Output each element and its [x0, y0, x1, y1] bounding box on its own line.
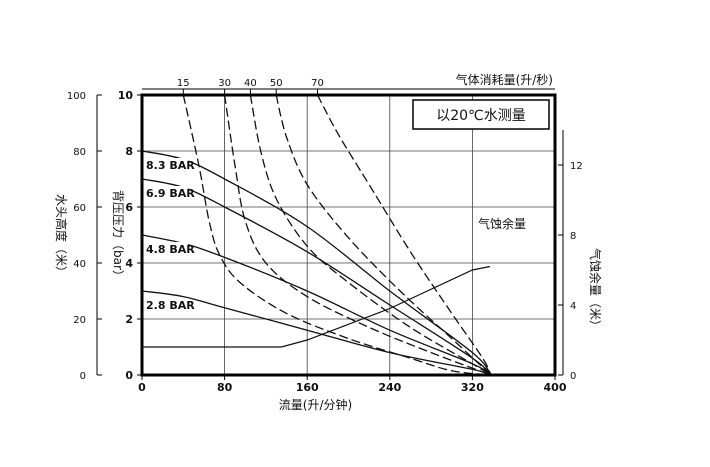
npsh-curve-label: 气蚀余量	[478, 216, 526, 231]
npsh-tick-label: 12	[570, 161, 583, 172]
air-consumption-curve-line	[275, 94, 492, 376]
x-tick-label: 0	[138, 381, 146, 394]
npsh-tick-label: 0	[570, 371, 576, 382]
head-tick-label: 100	[67, 91, 86, 102]
y-tick-label: 6	[125, 201, 133, 214]
y-tick-label: 4	[125, 257, 133, 270]
pressure-curve-label: 4.8 BAR	[146, 243, 195, 256]
x-axis-title: 流量(升/分钟)	[279, 397, 352, 412]
x2-tick-label: 50	[270, 78, 283, 89]
y-axis-title: 背压压力（bar）	[111, 190, 125, 282]
x-tick-label: 80	[217, 381, 233, 394]
note-box	[412, 99, 550, 130]
x-tick-label: 240	[378, 381, 401, 394]
x2-tick-label: 30	[218, 78, 231, 89]
y-tick-label: 8	[125, 145, 133, 158]
curve-label-bg	[144, 298, 188, 312]
y-tick-label: 0	[125, 369, 133, 382]
npsh-axis-title: 气蚀余量（米）	[588, 248, 603, 332]
y-tick-label: 10	[118, 89, 134, 102]
npsh-tick-label: 4	[570, 301, 576, 312]
x2-tick-label: 70	[311, 78, 324, 89]
head-tick-label: 20	[73, 315, 86, 326]
curve-label-bg	[144, 186, 188, 200]
head-tick-label: 60	[73, 203, 86, 214]
curve-label-bg	[144, 158, 188, 172]
plot-frame	[140, 93, 557, 377]
npsh-curve-line	[142, 265, 491, 348]
pressure-curve-label: 8.3 BAR	[146, 159, 195, 172]
pressure-curve-label: 2.8 BAR	[146, 299, 195, 312]
x-tick-label: 160	[296, 381, 319, 394]
x2-axis-title: 气体消耗量(升/秒)	[456, 72, 553, 87]
pressure-curve-label: 6.9 BAR	[146, 187, 195, 200]
head-tick-label: 0	[80, 371, 86, 382]
head-tick-label: 40	[73, 259, 86, 270]
curve-label-bg	[144, 242, 188, 256]
note-box-text: 以20℃水测量	[436, 108, 526, 124]
air-consumption-curve-line	[249, 94, 492, 376]
x2-tick-label: 15	[177, 78, 190, 89]
air-consumption-curve-line	[182, 94, 492, 376]
x-tick-label: 320	[461, 381, 484, 394]
air-consumption-curve-line	[223, 94, 492, 376]
pressure-curve-line	[141, 178, 492, 376]
x2-tick-label: 40	[244, 78, 257, 89]
head-tick-label: 80	[73, 147, 86, 158]
air-consumption-curve-line	[316, 94, 492, 376]
y-tick-label: 2	[125, 313, 133, 326]
pressure-curve-line	[141, 290, 492, 376]
x-tick-label: 400	[544, 381, 567, 394]
npsh-tick-label: 8	[570, 231, 576, 242]
head-axis-title: 水头高度（米）	[54, 194, 69, 278]
